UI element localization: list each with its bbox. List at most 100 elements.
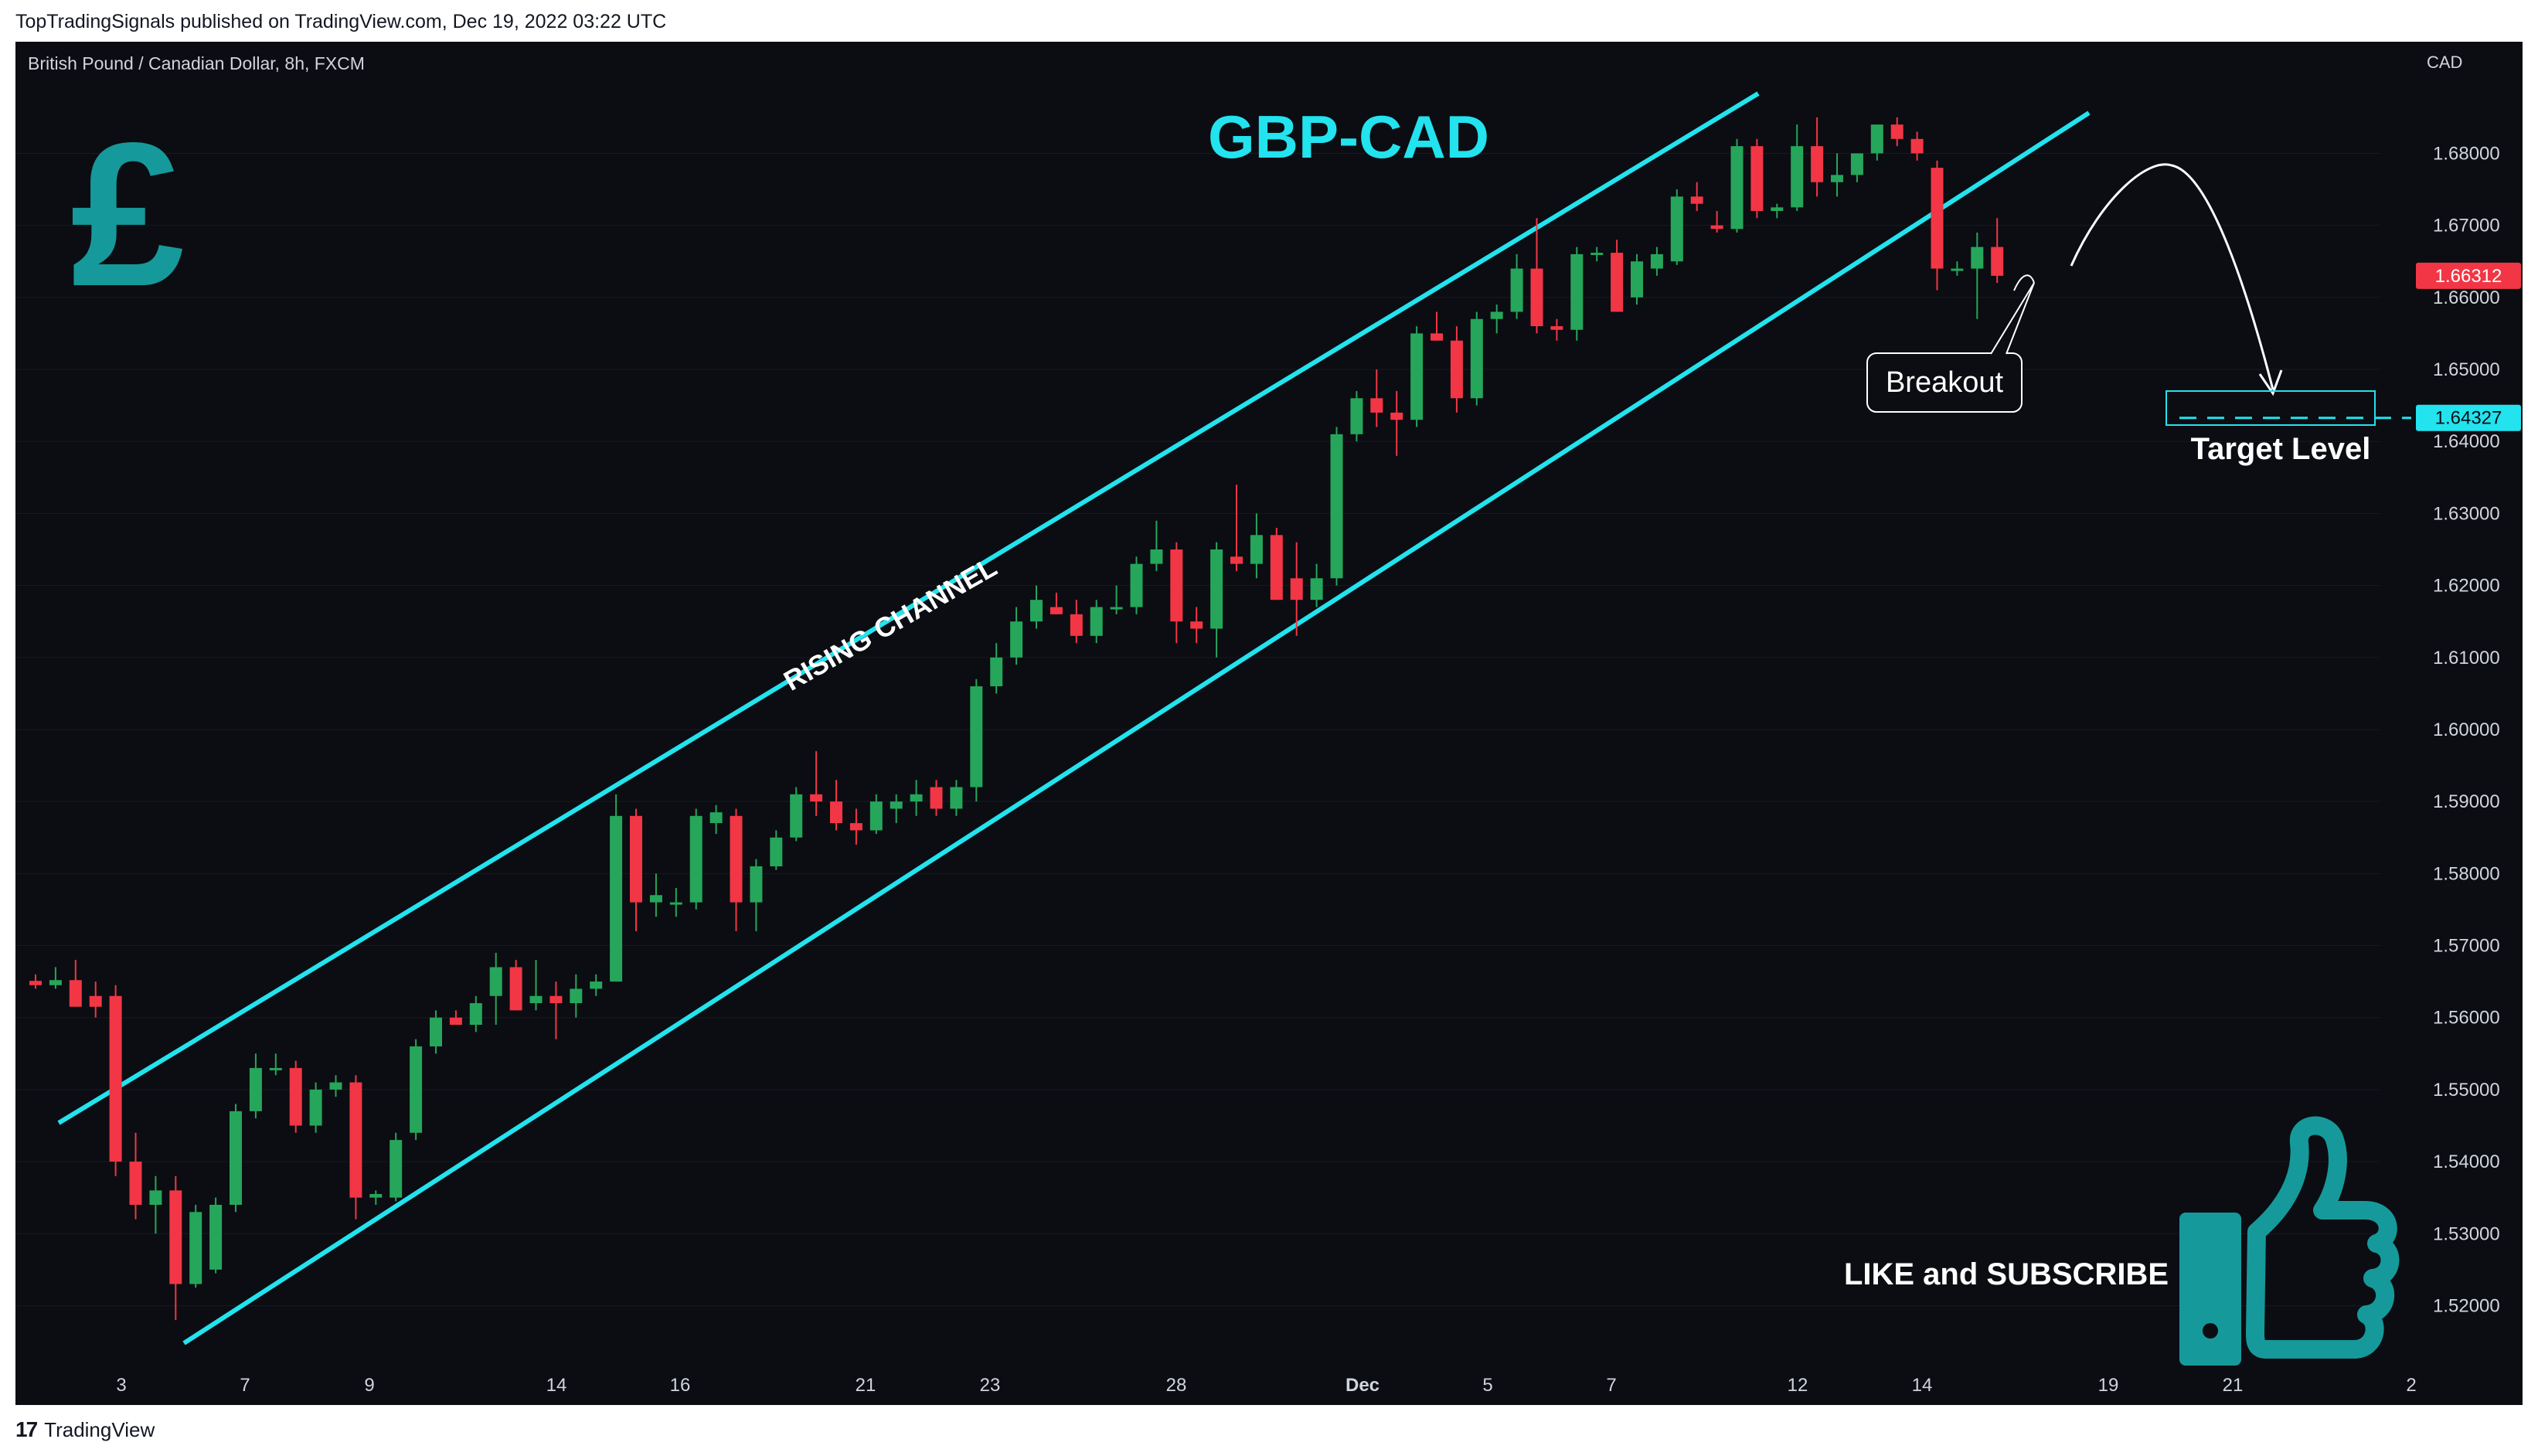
time-tick-label: 14: [1912, 1375, 1933, 1396]
time-tick-label: 23: [980, 1375, 1001, 1396]
candle-body: [169, 1190, 182, 1284]
candle-body: [1710, 225, 1723, 230]
candle-body: [1390, 412, 1403, 420]
candle-body: [1450, 340, 1463, 399]
breakout-box: [1866, 352, 2023, 413]
candle-body: [509, 967, 522, 1011]
candle-body: [430, 1017, 442, 1046]
candle-body: [269, 1067, 282, 1070]
candle-body: [189, 1212, 202, 1284]
candle-body: [1811, 146, 1824, 182]
candle-body: [1070, 614, 1083, 636]
time-tick-label: Dec: [1346, 1375, 1380, 1396]
candle-body: [349, 1082, 362, 1198]
breakout-callout: Breakout: [1866, 274, 2035, 413]
candle-body: [750, 866, 763, 903]
candle-body: [810, 794, 823, 802]
candle-body: [209, 1204, 223, 1270]
candle-body: [570, 988, 583, 1004]
price-tick-label: 1.54000: [2433, 1152, 2500, 1172]
candle-body: [89, 995, 102, 1007]
candle-body: [1130, 563, 1143, 607]
price-tick-label: 1.56000: [2433, 1008, 2500, 1029]
time-tick-label: 21: [2223, 1375, 2244, 1396]
candle-body: [1550, 326, 1563, 330]
tradingview-logo-icon[interactable]: 17: [15, 1417, 38, 1441]
candle-body: [469, 1003, 482, 1026]
candle-body: [1270, 535, 1283, 600]
candle-body: [610, 815, 623, 982]
time-tick-label: 16: [670, 1375, 691, 1396]
price-tick-label: 1.68000: [2433, 143, 2500, 164]
price-axis[interactable]: 1.52000 1.53000 1.54000 1.55000 1.56000 1.570…: [2416, 143, 2521, 1316]
candle-body: [1250, 535, 1263, 564]
time-tick-label: 7: [240, 1375, 250, 1396]
candle-body: [369, 1194, 383, 1198]
candle-body: [1631, 261, 1643, 298]
candle-body: [1150, 549, 1163, 564]
time-tick-label: 21: [856, 1375, 876, 1396]
candle-body: [549, 995, 563, 1004]
candle-body: [69, 980, 82, 1007]
time-tick-label: 28: [1166, 1375, 1187, 1396]
candle-body: [129, 1162, 142, 1205]
last-price-value: 1.66312: [2435, 266, 2502, 287]
candle-body: [1750, 146, 1764, 211]
candle-body: [1170, 549, 1183, 622]
candle-body: [990, 657, 1003, 687]
time-axis[interactable]: 3 7 9 14 16 21 23 28 Dec 5 7 12 14 19 21 2: [116, 1375, 2416, 1396]
thumbs-up-icon[interactable]: [2179, 1116, 2400, 1366]
arrow-head-icon: [2258, 369, 2283, 396]
footer-brand[interactable]: TradingView: [44, 1417, 155, 1441]
breakout-tail: [1990, 282, 2035, 355]
candle-body: [1730, 146, 1744, 230]
candle-body: [49, 980, 62, 985]
channel-upper-line: [57, 91, 1760, 1125]
candle-body: [1290, 578, 1303, 600]
candle-body: [1611, 253, 1624, 312]
candle-series: [29, 117, 2004, 1321]
candle-body: [1650, 253, 1663, 269]
candle-body: [1591, 253, 1604, 256]
candle-body: [950, 787, 963, 809]
candle-body: [1030, 600, 1043, 622]
candle-body: [590, 981, 603, 989]
price-tick-label: 1.64000: [2433, 431, 2500, 452]
price-tick-label: 1.63000: [2433, 503, 2500, 524]
candle-body: [1951, 268, 1964, 271]
candle-body: [1890, 124, 1904, 139]
projection-arrow: [2070, 163, 2274, 390]
price-tick-label: 1.60000: [2433, 719, 2500, 740]
candle-body: [309, 1089, 322, 1126]
candlestick-chart[interactable]: 1.52000 1.53000 1.54000 1.55000 1.56000 1.570…: [15, 42, 2523, 1405]
candle-body: [1310, 578, 1323, 600]
candle-body: [669, 902, 682, 905]
time-tick-label: 9: [364, 1375, 374, 1396]
price-tick-label: 1.52000: [2433, 1295, 2500, 1316]
target-box: [2165, 390, 2376, 426]
candle-body: [1870, 124, 1883, 154]
candle-body: [249, 1067, 262, 1111]
chart-grid: [15, 152, 2380, 1306]
target-label: Target Level: [2191, 432, 2371, 466]
candle-body: [1050, 607, 1063, 614]
time-tick-label: 3: [116, 1375, 126, 1396]
candle-body: [1931, 168, 1944, 269]
chart-panel[interactable]: 1.52000 1.53000 1.54000 1.55000 1.56000 1.570…: [15, 42, 2523, 1405]
price-tick-label: 1.66000: [2433, 287, 2500, 308]
time-tick-label: 2: [2406, 1375, 2416, 1396]
breakout-pointer: [2013, 274, 2035, 291]
candle-body: [1431, 333, 1443, 341]
candle-body: [1510, 268, 1523, 312]
currency-label: CAD: [2427, 53, 2462, 72]
candle-body: [1690, 196, 1703, 204]
candle-body: [1370, 398, 1383, 413]
candle-body: [1210, 549, 1223, 629]
candle-body: [1670, 196, 1683, 262]
channel-label: RISING CHANNEL: [778, 551, 1002, 697]
channel-lower-line: [182, 111, 2091, 1345]
candle-body: [1350, 398, 1363, 434]
candle-body: [1991, 247, 2004, 276]
candle-body: [1771, 207, 1784, 211]
last-price-badge: [2416, 262, 2521, 289]
